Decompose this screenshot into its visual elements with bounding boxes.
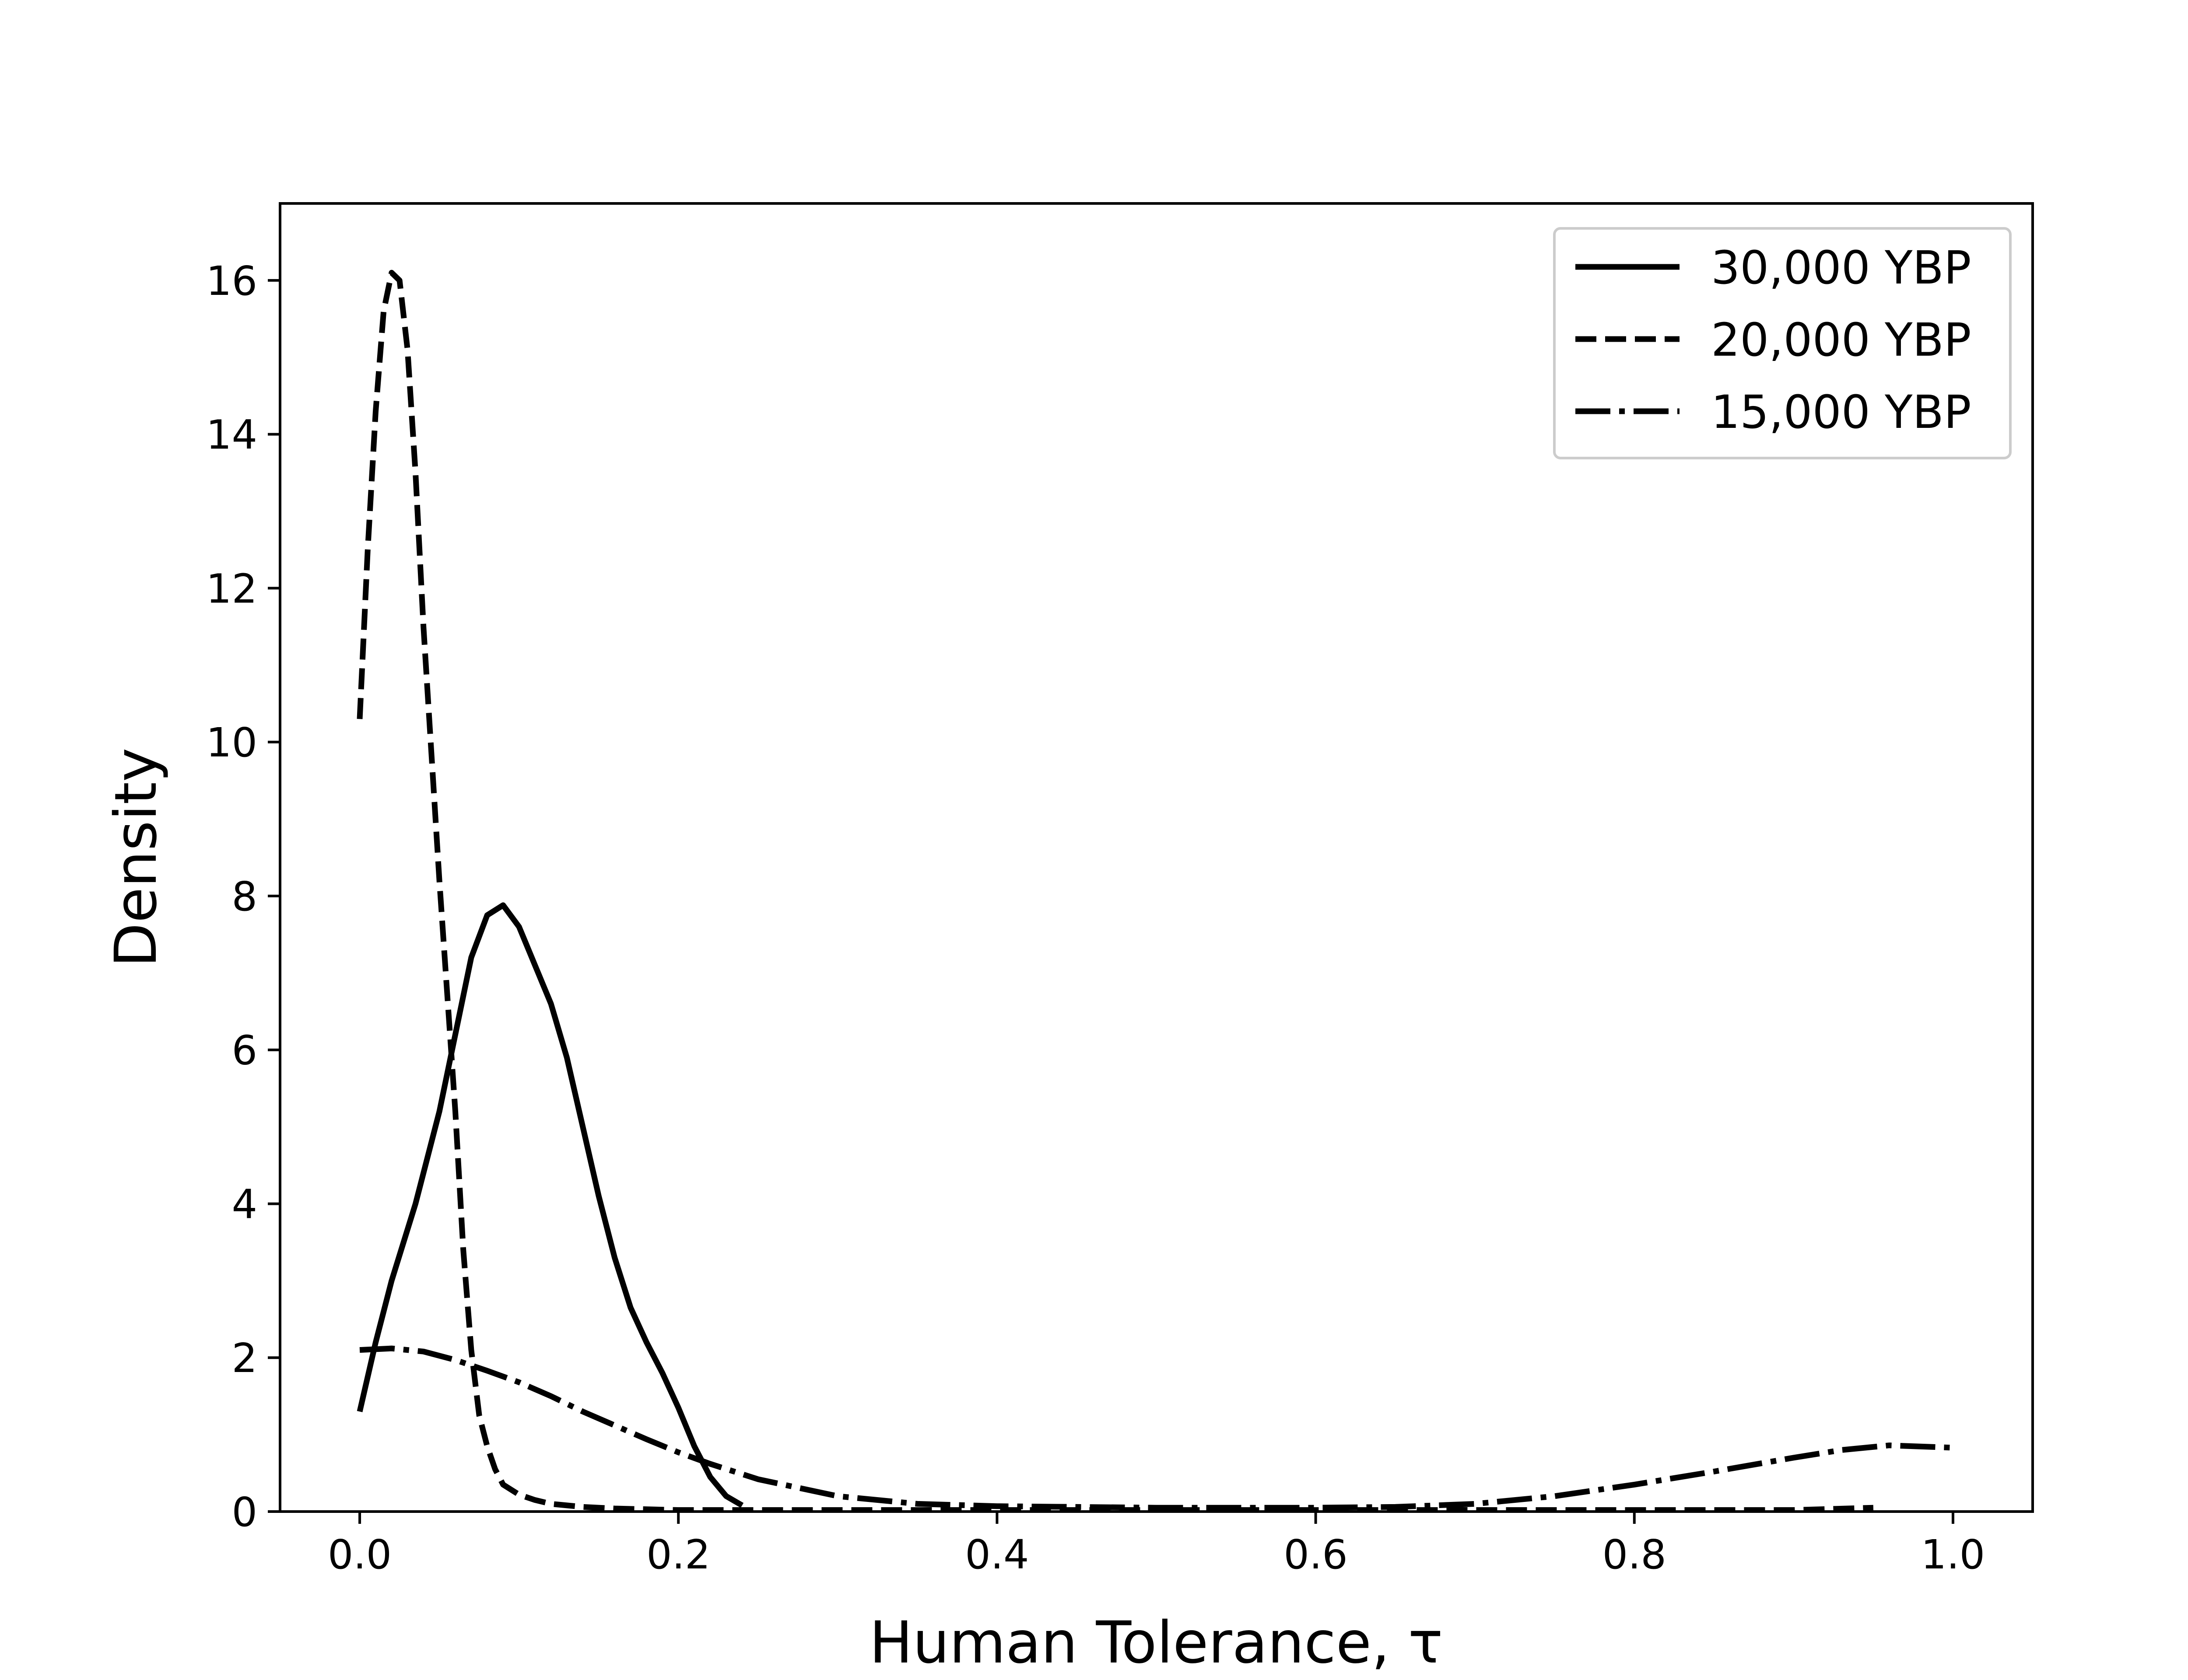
y-tick-label: 4 — [231, 1181, 257, 1228]
y-axis: 0 2 4 6 8 10 12 14 16 — [206, 258, 280, 1536]
x-axis: 0.0 0.2 0.4 0.6 0.8 1.0 — [328, 1512, 1985, 1578]
series-line-15000ybp — [359, 1345, 1953, 1511]
x-tick-label: 0.0 — [328, 1531, 392, 1578]
series-line-30000ybp — [357, 902, 744, 1508]
x-tick-label: 1.0 — [1921, 1531, 1985, 1578]
legend-label-20000: 20,000 YBP — [1711, 313, 1971, 367]
x-axis-title: Human Tolerance, τ — [870, 1609, 1443, 1676]
legend-label-15000: 15,000 YBP — [1711, 385, 1971, 439]
y-tick-label: 6 — [231, 1027, 257, 1074]
legend-box — [1553, 227, 2012, 459]
y-tick-label: 14 — [206, 412, 257, 458]
legend: 30,000 YBP 20,000 YBP 15,000 YBP — [1553, 227, 2012, 459]
x-tick-label: 0.8 — [1602, 1531, 1666, 1578]
x-tick-label: 0.6 — [1283, 1531, 1347, 1578]
x-tick-label: 0.2 — [646, 1531, 710, 1578]
y-tick-label: 10 — [206, 719, 257, 766]
series-layer — [357, 270, 1953, 1513]
y-axis-title: Density — [102, 748, 170, 967]
y-tick-label: 16 — [206, 258, 257, 304]
y-tick-label: 12 — [206, 565, 257, 612]
y-tick-label: 0 — [231, 1489, 257, 1536]
plot-frame — [279, 202, 2034, 1513]
y-tick-label: 8 — [231, 873, 257, 920]
legend-label-30000: 30,000 YBP — [1711, 241, 1971, 294]
x-tick-label: 0.4 — [965, 1531, 1029, 1578]
y-tick-label: 2 — [231, 1335, 257, 1382]
